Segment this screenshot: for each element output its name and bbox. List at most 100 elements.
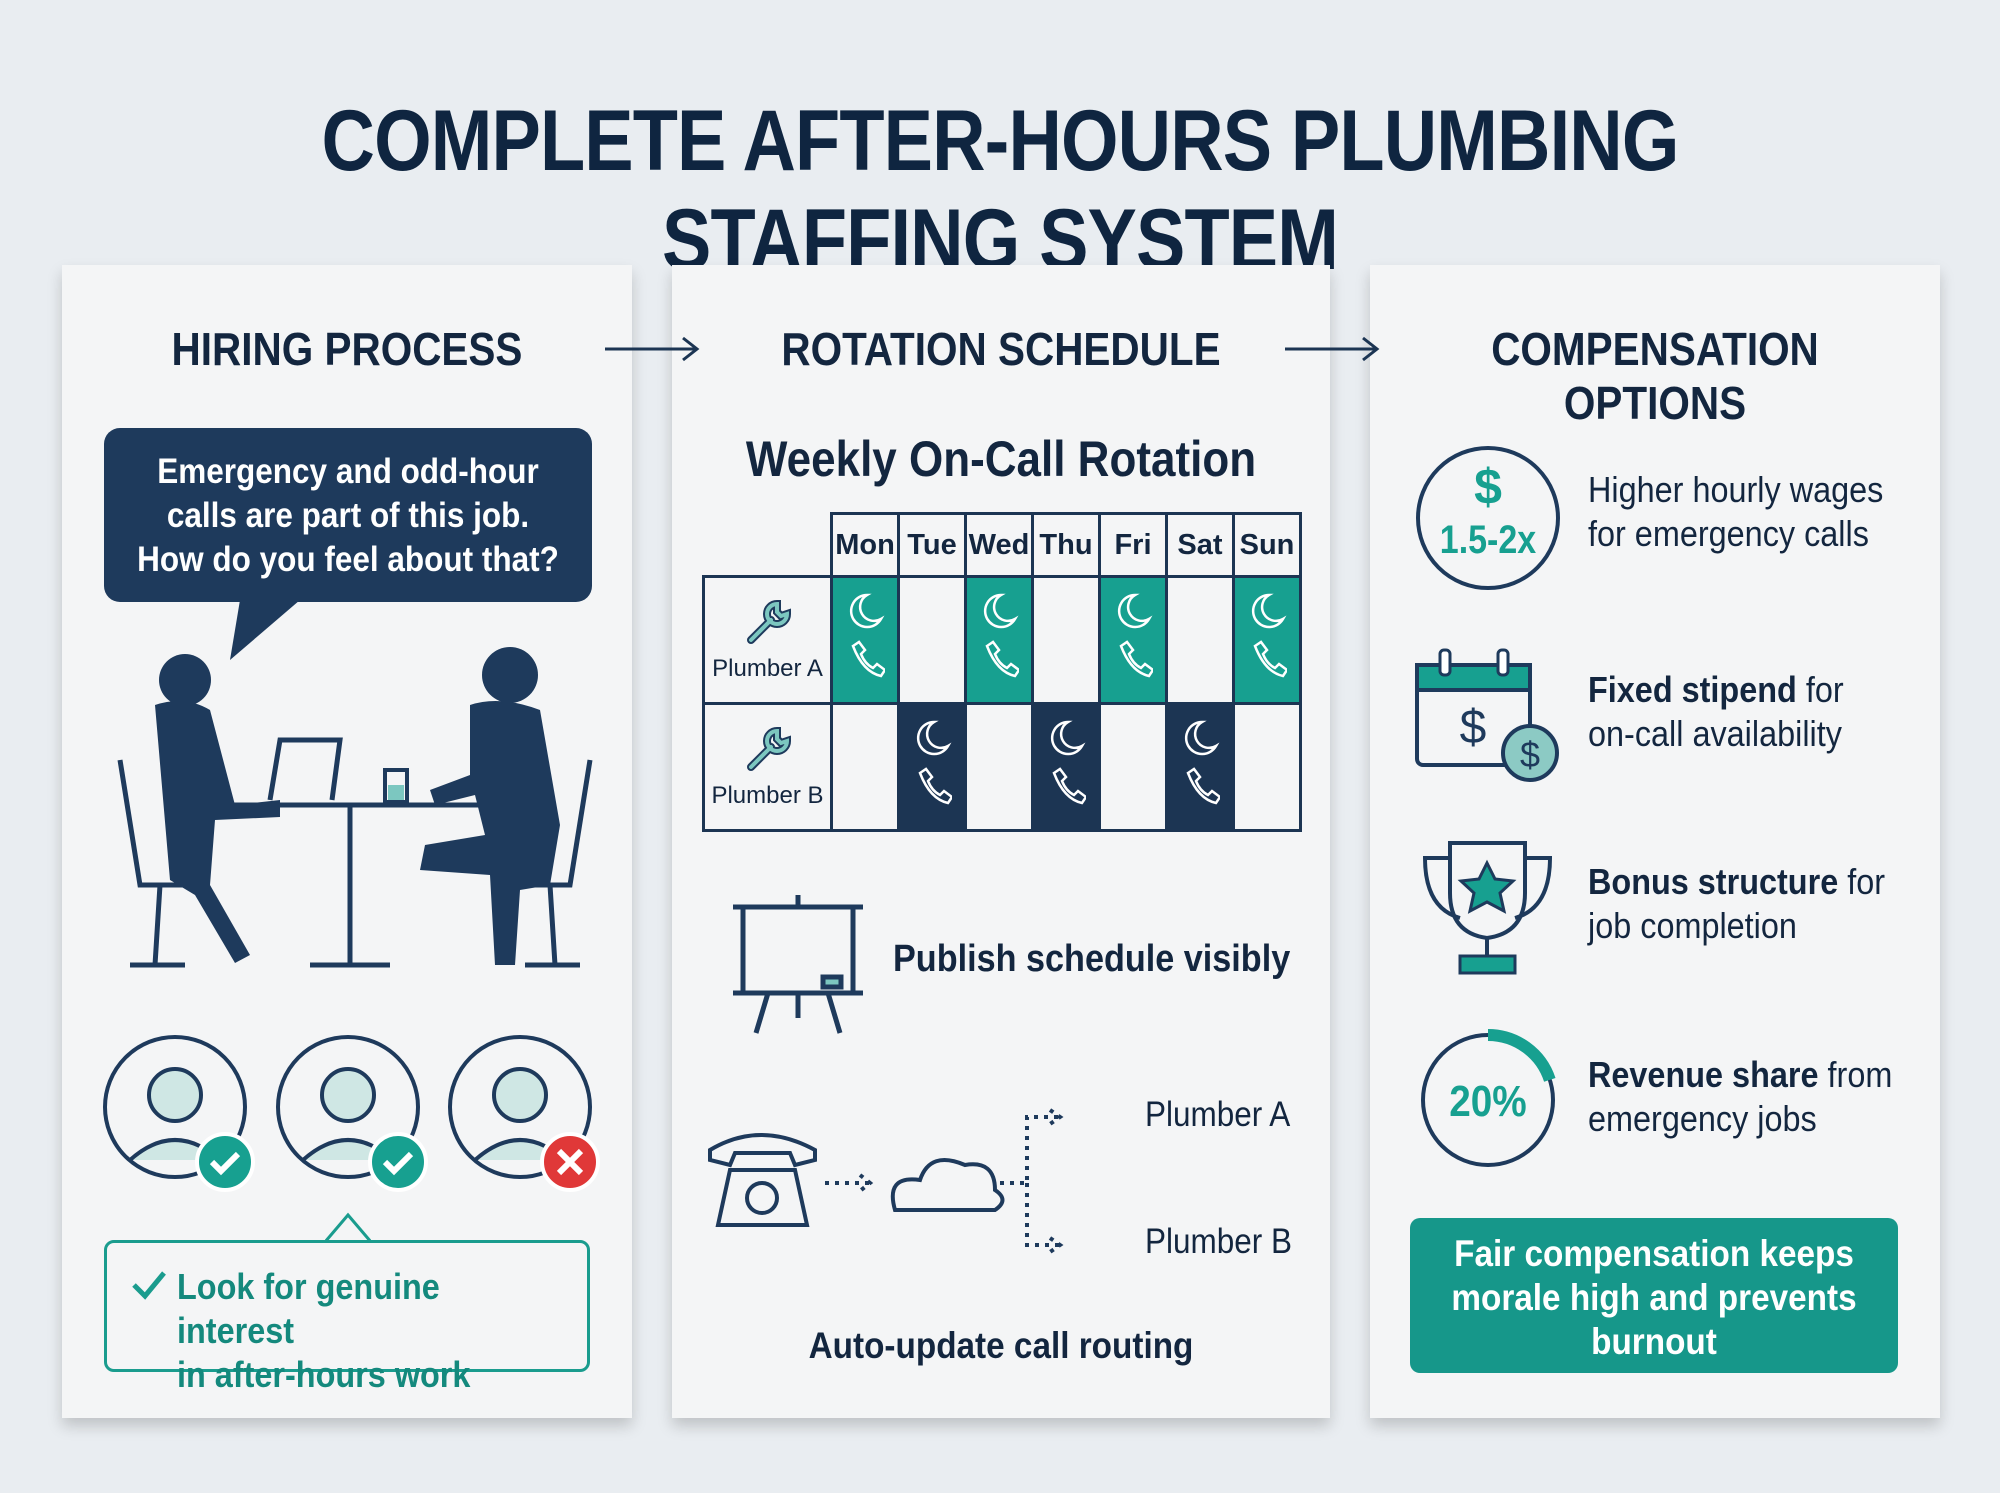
routing-label: Auto-update call routing: [808, 1325, 1194, 1366]
tip-line: Look for genuine interest: [177, 1266, 440, 1351]
phone-icon: [1253, 639, 1289, 677]
x-icon: [540, 1132, 600, 1192]
question-line: calls are part of this job.: [166, 496, 530, 535]
plumber-name: Plumber A: [712, 654, 823, 682]
plumber-name-cell: Plumber B: [702, 702, 833, 832]
on-call-icons: [1050, 720, 1088, 804]
on-call-cell: [964, 575, 1034, 705]
comp-line: for emergency calls: [1588, 513, 1869, 554]
question-line: How do you feel about that?: [137, 540, 559, 579]
arrow-right-icon: [605, 336, 700, 362]
hiring-heading: HIRING PROCESS: [171, 323, 523, 375]
comp-item-wages: Higher hourly wages for emergency calls: [1588, 468, 1883, 556]
day-header: Fri: [1098, 512, 1168, 578]
moon-icon: [1184, 720, 1220, 755]
phone-icon: [985, 639, 1021, 677]
question-line: Emergency and odd-hour: [157, 452, 539, 491]
off-cell: [1031, 575, 1101, 705]
phone-icon: [1186, 766, 1222, 804]
svg-text:$: $: [1460, 701, 1487, 754]
comp-item-stipend: Fixed stipend for on-call availability: [1588, 668, 1844, 756]
off-cell: [897, 575, 967, 705]
rotation-heading: ROTATION SCHEDULE: [781, 323, 1221, 375]
phone-icon: [1119, 639, 1155, 677]
on-call-cell: [1031, 702, 1101, 832]
moon-icon: [1050, 720, 1086, 755]
moon-icon: [916, 720, 952, 755]
day-header: Sun: [1232, 512, 1302, 578]
comp-bold: Revenue share: [1588, 1054, 1819, 1095]
calendar-stipend-icon: $ $: [1415, 648, 1559, 782]
trophy-icon: [1422, 841, 1553, 975]
on-call-cell: [830, 575, 900, 705]
cloud-icon: [890, 1158, 1005, 1212]
moon-icon: [849, 593, 885, 628]
on-call-icons: [983, 593, 1021, 677]
off-cell: [1165, 575, 1235, 705]
comp-line: Higher hourly wages: [1588, 469, 1884, 510]
moon-icon: [1251, 593, 1287, 628]
plumber-row: Plumber A: [702, 575, 1302, 705]
comp-item-bonus: Bonus structure for job completion: [1588, 860, 1885, 948]
moon-icon: [983, 593, 1019, 628]
callout-pointer: [325, 1212, 371, 1243]
call-routing-diagram: [708, 1108, 1064, 1254]
route-target-a: Plumber A: [1145, 1095, 1291, 1134]
interview-question-bubble: Emergency and odd-hour calls are part of…: [104, 428, 592, 602]
compensation-summary-box: Fair compensation keeps morale high and …: [1410, 1218, 1898, 1373]
rotation-subtitle: Weekly On-Call Rotation: [745, 431, 1257, 487]
blank-cell: [703, 513, 832, 578]
day-header: Wed: [964, 512, 1034, 578]
comp-line: from: [1818, 1054, 1893, 1095]
publish-label: Publish schedule visibly: [893, 938, 1291, 980]
summary-line: burnout: [1591, 1321, 1717, 1362]
off-cell: [1098, 702, 1168, 832]
comp-line: for: [1796, 669, 1844, 710]
dollar-icon: $: [1474, 459, 1502, 515]
day-header: Sat: [1165, 512, 1235, 578]
summary-line: Fair compensation keeps: [1454, 1233, 1854, 1274]
off-cell: [830, 702, 900, 832]
comp-bold: Fixed stipend: [1588, 669, 1797, 710]
wage-multiplier-badge: [1416, 446, 1560, 590]
on-call-cell: [1098, 575, 1168, 705]
telephone-icon: [708, 1133, 817, 1227]
on-call-icons: [1184, 720, 1222, 804]
wrench-icon: [746, 599, 791, 644]
schedule-board-icon: [733, 895, 863, 1034]
comp-line: emergency jobs: [1588, 1098, 1817, 1139]
on-call-icons: [1117, 593, 1155, 677]
check-icon: [195, 1132, 255, 1192]
summary-line: morale high and prevents: [1451, 1277, 1857, 1318]
page-title: COMPLETE AFTER-HOURS PLUMBING STAFFING S…: [321, 93, 1680, 288]
comp-line: on-call availability: [1588, 713, 1842, 754]
plumber-name: Plumber B: [711, 781, 824, 809]
tip-line: in after-hours work: [177, 1354, 471, 1395]
phone-icon: [918, 766, 954, 804]
revenue-percent: 20%: [1449, 1077, 1527, 1126]
phone-icon: [851, 639, 887, 677]
plumber-row: Plumber B: [702, 702, 1302, 832]
revenue-share-gauge: [1421, 1029, 1556, 1167]
day-header: Thu: [1031, 512, 1101, 578]
rotation-table: Mon Tue Wed Thu Fri Sat Sun Plumber A Plumber B: [702, 512, 1302, 832]
on-call-icons: [849, 593, 887, 677]
comp-line: job completion: [1588, 905, 1797, 946]
on-call-icons: [916, 720, 954, 804]
svg-text:$: $: [1520, 734, 1540, 775]
off-cell: [964, 702, 1034, 832]
moon-icon: [1117, 593, 1153, 628]
off-cell: [1232, 702, 1302, 832]
wrench-icon: [746, 726, 791, 771]
on-call-cell: [1165, 702, 1235, 832]
on-call-cell: [1232, 575, 1302, 705]
hiring-tip-callout: Look for genuine interest in after-hours…: [104, 1240, 590, 1395]
on-call-icons: [1251, 593, 1289, 677]
check-icon: [368, 1132, 428, 1192]
comp-line: for: [1838, 861, 1886, 902]
candidate-avatars: [103, 1035, 600, 1192]
interview-illustration: [117, 600, 593, 968]
comp-item-revenue: Revenue share from emergency jobs: [1588, 1053, 1892, 1141]
day-header: Tue: [897, 512, 967, 578]
check-icon: [132, 1271, 166, 1300]
